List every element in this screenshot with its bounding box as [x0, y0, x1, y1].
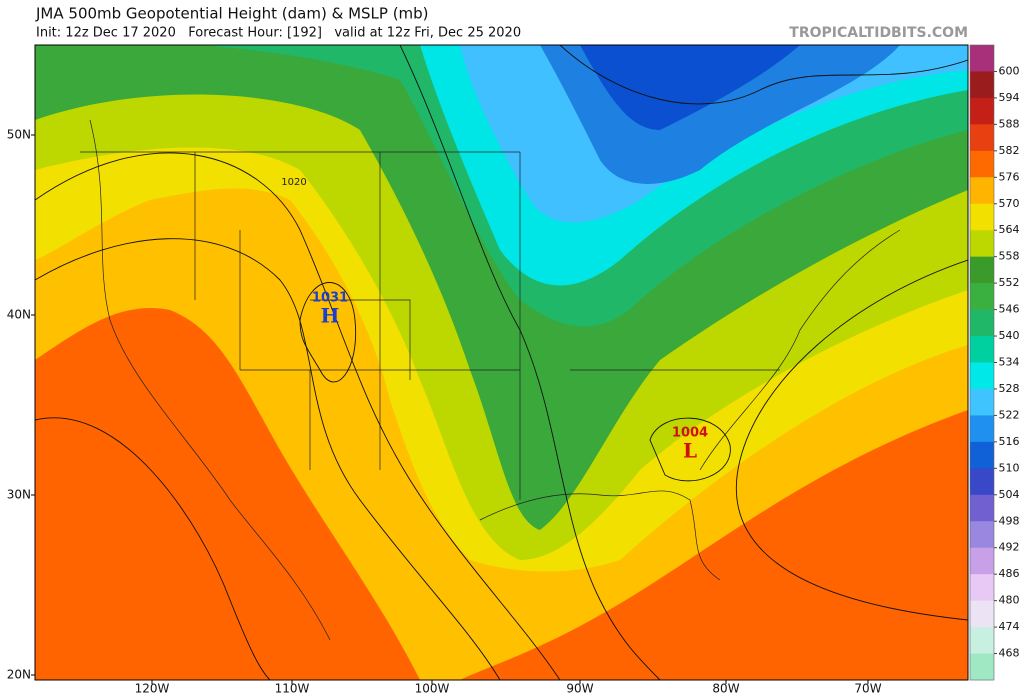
colorbar-swatch: [970, 415, 994, 443]
longitude-label: 80W: [712, 682, 739, 696]
colorbar-label: 534: [999, 356, 1020, 369]
colorbar-label: 528: [999, 382, 1020, 395]
colorbar-label: 474: [999, 620, 1020, 633]
isobar: [559, 45, 968, 105]
colorbar-swatch: [970, 97, 994, 125]
high-pressure-marker: H: [321, 304, 340, 328]
colorbar-label: 522: [999, 408, 1020, 421]
colorbar-swatch: [970, 388, 994, 416]
contour-label: 1020: [281, 177, 306, 188]
colorbar-label: 540: [999, 329, 1020, 342]
high-pressure-value: 1031: [312, 291, 348, 306]
colorbar-label: 480: [999, 594, 1020, 607]
isobar: [35, 152, 561, 680]
colorbar-swatch: [970, 203, 994, 231]
source: TROPICALTIDBITS.COM: [789, 25, 968, 41]
colorbar-label: 468: [999, 647, 1020, 660]
longitude-label: 110W: [275, 682, 310, 696]
latitude-label: 40N: [7, 308, 31, 322]
isobar: [649, 417, 731, 482]
colorbar-swatch: [970, 309, 994, 337]
colorbar-label: 558: [999, 250, 1020, 263]
longitude-label: 70W: [854, 682, 881, 696]
band-516: [580, 45, 800, 130]
longitude-label: 120W: [135, 682, 170, 696]
colorbar-label: 486: [999, 567, 1020, 580]
colorbar-swatch: [970, 336, 994, 363]
state-borders: [80, 151, 780, 500]
colorbar-label: 516: [999, 435, 1020, 448]
colorbar-label: 564: [999, 223, 1020, 236]
colorbar-label: 582: [999, 144, 1020, 157]
colorbar-swatch: [970, 547, 994, 575]
colorbar-label: 576: [999, 170, 1020, 183]
colorbar-swatch: [970, 230, 994, 258]
colorbar-label: 600: [999, 64, 1020, 77]
colorbar-label: 594: [999, 91, 1020, 104]
colorbar-swatch: [970, 177, 994, 205]
low-pressure-marker: L: [683, 439, 697, 463]
colorbar-label: 492: [999, 541, 1020, 554]
colorbar-swatch: [970, 494, 994, 522]
colorbar-label: 510: [999, 461, 1020, 474]
colorbar-swatch: [970, 150, 994, 178]
subtitle: Init: 12z Dec 17 2020 Forecast Hour: [19…: [36, 26, 521, 41]
isobar: [299, 282, 357, 383]
map-frame: [34, 44, 969, 681]
isobar: [35, 238, 501, 680]
colorbar-swatch: [970, 653, 994, 681]
colorbar-swatch: [970, 71, 994, 99]
isobar: [735, 259, 968, 621]
colorbar-swatch: [970, 45, 994, 72]
colorbar-swatch: [970, 124, 994, 152]
colorbar-swatch: [970, 574, 994, 602]
colorbar-swatch: [970, 521, 994, 549]
colorbar-swatch: [970, 362, 994, 390]
colorbar-swatch: [970, 283, 994, 311]
colorbar-label: 504: [999, 488, 1020, 501]
latitude-label: 20N: [7, 668, 31, 682]
map: 1020 1031 H 1004 L: [34, 44, 969, 681]
colorbar-swatch: [970, 600, 994, 628]
isobar: [35, 417, 271, 680]
title: JMA 500mb Geopotential Height (dam) & MS…: [35, 5, 429, 23]
colorbar-label: 588: [999, 117, 1020, 130]
isobar: [399, 45, 661, 680]
colorbar-swatch: [970, 441, 994, 469]
axis-labels: 50N 40N 30N 20N 120W 110W 100W 90W 80W 70W: [7, 128, 882, 696]
latitude-label: 30N: [7, 488, 31, 502]
longitude-label: 90W: [566, 682, 593, 696]
colorbar-swatch: [970, 468, 994, 496]
colorbar-label: 552: [999, 276, 1020, 289]
coastline: [89, 119, 901, 641]
colorbar-label: 498: [999, 514, 1020, 527]
low-pressure-value: 1004: [672, 426, 708, 441]
colorbar-swatch: [970, 256, 994, 284]
colorbar: 600 594 588 582 576 570 564 558 552 546 540 534 528 5…: [969, 44, 1020, 681]
longitude-label: 100W: [415, 682, 450, 696]
colorbar-label: 570: [999, 197, 1020, 210]
latitude-label: 50N: [7, 128, 31, 142]
colorbar-swatch: [970, 627, 994, 655]
colorbar-label: 546: [999, 303, 1020, 316]
